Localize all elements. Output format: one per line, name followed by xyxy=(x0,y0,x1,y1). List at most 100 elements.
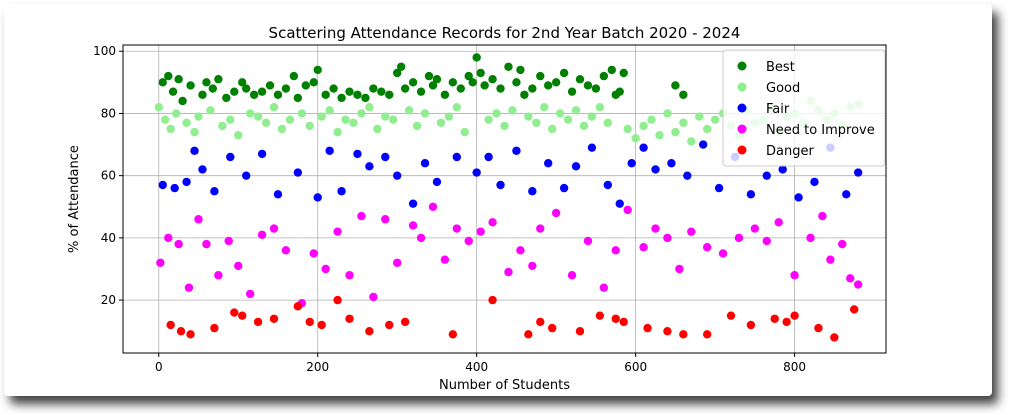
point-danger xyxy=(305,317,314,327)
point-need-to-improve xyxy=(528,261,537,271)
point-fair xyxy=(408,199,418,208)
point-good xyxy=(349,118,358,127)
point-danger xyxy=(575,327,585,336)
point-fair xyxy=(528,187,537,196)
point-best xyxy=(520,90,529,99)
point-need-to-improve xyxy=(551,208,561,218)
point-danger xyxy=(814,323,823,333)
point-good xyxy=(182,118,191,127)
point-good xyxy=(532,118,541,127)
point-good xyxy=(297,109,307,118)
point-good xyxy=(452,103,462,112)
point-need-to-improve xyxy=(567,271,577,280)
point-good xyxy=(710,115,720,124)
y-tick-label: 80 xyxy=(101,106,116,120)
point-best xyxy=(476,68,485,78)
point-best xyxy=(377,87,386,96)
point-need-to-improve xyxy=(846,274,855,283)
point-need-to-improve xyxy=(774,218,783,227)
point-need-to-improve xyxy=(416,233,426,243)
point-good xyxy=(460,127,469,137)
point-best xyxy=(241,84,251,93)
point-good xyxy=(389,115,398,124)
point-best xyxy=(249,90,259,99)
point-fair xyxy=(170,183,179,193)
point-danger xyxy=(536,317,545,327)
point-best xyxy=(289,71,299,81)
point-best xyxy=(456,84,465,93)
point-best xyxy=(265,81,275,90)
point-best xyxy=(599,71,609,81)
point-danger xyxy=(850,305,859,314)
point-danger xyxy=(269,314,279,323)
point-good xyxy=(261,118,271,127)
point-need-to-improve xyxy=(408,221,418,230)
legend-marker-fair xyxy=(737,103,747,113)
legend-marker-best xyxy=(737,61,747,71)
point-best xyxy=(214,75,223,84)
point-best xyxy=(671,81,680,90)
point-danger xyxy=(643,323,652,333)
point-fair xyxy=(762,171,771,180)
point-fair xyxy=(853,168,863,177)
point-danger xyxy=(746,320,756,330)
point-best xyxy=(424,71,434,81)
point-fair xyxy=(667,159,676,168)
point-good xyxy=(540,103,549,112)
point-best xyxy=(329,84,338,93)
y-tick-label: 60 xyxy=(101,169,116,183)
point-good xyxy=(253,112,263,121)
point-need-to-improve xyxy=(174,239,183,249)
point-need-to-improve xyxy=(718,249,728,258)
point-need-to-improve xyxy=(245,289,255,299)
point-best xyxy=(168,87,178,96)
point-need-to-improve xyxy=(393,258,402,267)
point-best xyxy=(440,90,450,99)
point-fair xyxy=(587,143,597,152)
point-good xyxy=(365,103,374,112)
x-tick-label: 600 xyxy=(624,360,647,374)
y-axis-label: % of Attendance xyxy=(67,145,82,253)
point-danger xyxy=(293,302,303,311)
point-danger xyxy=(770,314,779,323)
point-need-to-improve xyxy=(321,264,330,274)
point-best xyxy=(238,78,247,87)
point-good xyxy=(484,115,493,124)
point-fair xyxy=(651,165,660,174)
point-fair xyxy=(353,149,362,159)
point-good xyxy=(412,121,422,131)
point-need-to-improve xyxy=(214,271,223,280)
point-need-to-improve xyxy=(333,227,342,236)
point-need-to-improve xyxy=(516,246,525,255)
point-good xyxy=(305,121,314,131)
point-danger xyxy=(210,323,219,333)
point-best xyxy=(202,78,211,87)
legend-marker-need-to-improve xyxy=(737,124,747,134)
point-fair xyxy=(571,162,581,171)
point-need-to-improve xyxy=(202,239,211,249)
point-need-to-improve xyxy=(440,255,450,264)
point-good xyxy=(333,127,342,137)
point-need-to-improve xyxy=(234,261,243,271)
point-fair xyxy=(158,180,167,190)
point-need-to-improve xyxy=(194,215,203,224)
point-fair xyxy=(337,187,346,196)
point-fair xyxy=(683,171,692,180)
point-best xyxy=(559,68,569,78)
point-best xyxy=(186,81,195,90)
point-danger xyxy=(830,333,839,342)
point-need-to-improve xyxy=(623,205,632,215)
point-danger xyxy=(611,314,620,323)
point-best xyxy=(512,78,521,87)
point-good xyxy=(444,112,454,121)
point-best xyxy=(544,81,553,90)
point-best xyxy=(273,90,283,99)
point-need-to-improve xyxy=(639,243,648,252)
point-best xyxy=(301,81,311,90)
point-fair xyxy=(182,177,191,187)
point-best xyxy=(480,81,489,90)
point-good xyxy=(587,112,597,121)
point-best xyxy=(504,62,513,71)
point-best xyxy=(164,71,173,81)
point-best xyxy=(208,84,218,93)
